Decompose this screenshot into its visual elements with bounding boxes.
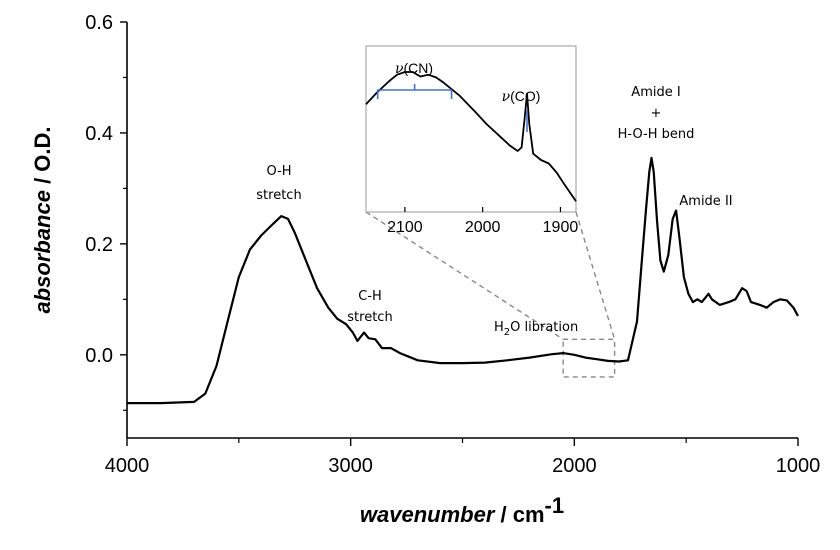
h2o-main: H bbox=[494, 320, 504, 335]
x-axis-title-italic: wavenumber bbox=[360, 502, 496, 527]
ch-annotation-line1: C-H bbox=[358, 289, 382, 304]
y-tick-label: 0.6 bbox=[85, 12, 113, 34]
x-tick-label: 1000 bbox=[776, 455, 821, 477]
y-tick-label: 0.4 bbox=[85, 123, 113, 145]
cn-label: ν(CN) bbox=[395, 60, 433, 77]
x-tick-label: 3000 bbox=[328, 455, 373, 477]
amide1-annotation-line3: H-O-H bend bbox=[618, 127, 695, 142]
y-tick-label: 0.2 bbox=[85, 234, 113, 256]
cn-label-rest: (CN) bbox=[403, 60, 433, 76]
amide1-annotation-line2: + bbox=[651, 106, 662, 121]
h2o-sub: 2 bbox=[504, 327, 510, 338]
amide2-annotation: Amide II bbox=[679, 194, 732, 209]
amide1-annotation-line1: Amide I bbox=[631, 85, 680, 100]
spectrum-line bbox=[127, 156, 799, 405]
x-axis-title-unit: / cm bbox=[494, 502, 544, 527]
x-axis-title-sup: -1 bbox=[545, 493, 565, 518]
inset-panel: ν(CN) ν(CO) 2100 2000 1900 bbox=[365, 45, 579, 236]
x-axis-title: wavenumber / cm-1 bbox=[360, 493, 564, 527]
inset-spectrum-line bbox=[365, 71, 577, 202]
x-tick-label: 2000 bbox=[552, 455, 597, 477]
cn-bracket bbox=[376, 84, 453, 99]
cn-label-greek: ν bbox=[395, 61, 404, 77]
oh-annotation-line2: stretch bbox=[256, 188, 301, 203]
oh-annotation-line1: O-H bbox=[266, 164, 291, 179]
inset-x-tick-label: 2100 bbox=[387, 219, 423, 236]
x-tick-label: 4000 bbox=[105, 455, 150, 477]
y-axis-title-italic: absorbance bbox=[30, 190, 55, 314]
y-tick-label: 0.0 bbox=[85, 345, 113, 367]
inset-x-tick-label: 1900 bbox=[543, 219, 579, 236]
ch-annotation-line2: stretch bbox=[347, 310, 392, 325]
co-label: ν(CO) bbox=[502, 88, 541, 105]
h2o-annotation: H2O libration bbox=[494, 320, 578, 338]
y-axis-title-unit: / O.D. bbox=[30, 126, 55, 190]
h2o-rest: O libration bbox=[510, 320, 578, 335]
y-axis-title: absorbance / O.D. bbox=[30, 126, 55, 313]
zoom-connector-left bbox=[365, 211, 564, 340]
co-label-rest: (CO) bbox=[510, 88, 540, 104]
co-label-greek: ν bbox=[502, 89, 511, 105]
inset-x-tick-label: 2000 bbox=[465, 219, 501, 236]
zoom-connector-right bbox=[575, 211, 616, 340]
inset-border bbox=[365, 45, 577, 213]
